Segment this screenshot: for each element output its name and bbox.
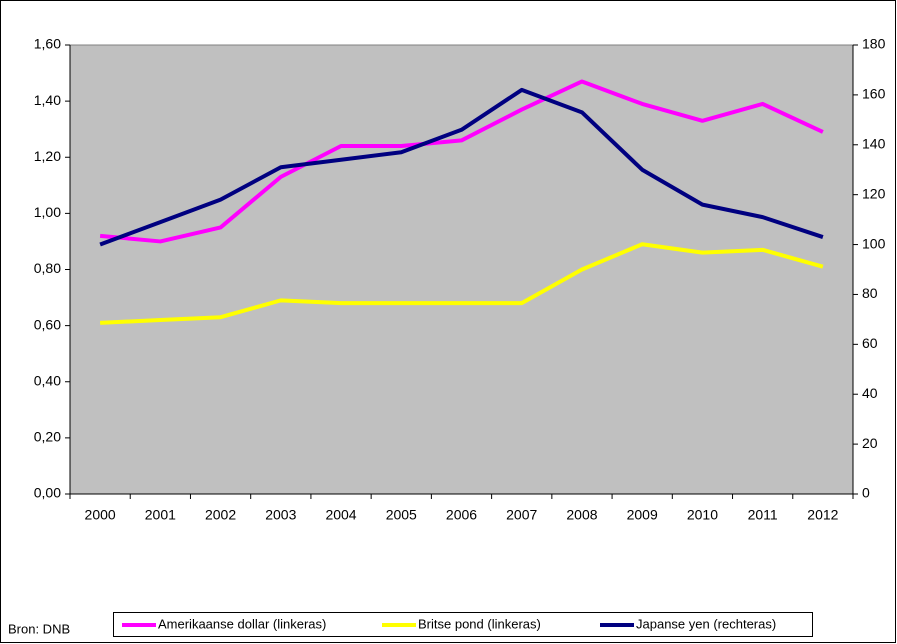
x-tick-label: 2000 [85,507,116,523]
source: Bron: DNB [8,621,70,636]
x-tick-label: 2011 [748,507,778,523]
x-tick-label: 2006 [446,507,477,523]
y-tick-label: 0,40 [34,372,61,388]
y2-tick-label: 140 [862,135,886,151]
y-tick-label: 1,00 [34,204,61,220]
x-tick-label: 2001 [145,507,176,523]
x-tick-label: 2007 [506,507,537,523]
x-tick-label: 2012 [807,507,838,523]
legend-label: Britse pond (linkeras) [418,616,541,631]
x-tick-label: 2009 [627,507,658,523]
y-tick-label: 0,60 [34,316,61,332]
y-tick-label: 0,80 [34,260,61,276]
y-tick-label: 1,60 [34,36,61,52]
x-tick-label: 2004 [325,507,356,523]
series-line [100,242,824,325]
series-line [99,79,824,244]
legend-label: Japanse yen (rechteras) [636,616,776,631]
x-tick-label: 2008 [566,507,597,523]
y2-tick-label: 160 [862,86,886,102]
y-tick-label: 1,20 [34,148,61,164]
y2-tick-label: 0 [862,485,870,501]
y-tick-label: 0,20 [34,429,61,445]
y-tick-label: 0,00 [34,485,61,501]
series-line [99,87,824,247]
y2-tick-label: 20 [862,435,878,451]
y2-tick-label: 120 [862,185,886,201]
x-tick-label: 2002 [205,507,236,523]
y2-tick-label: 40 [862,385,878,401]
y2-tick-label: 180 [862,36,886,52]
plot-area [69,44,854,495]
legend-label: Amerikaanse dollar (linkeras) [158,616,326,631]
legend-box [113,612,813,637]
y2-tick-label: 100 [862,235,886,251]
x-tick-label: 2005 [386,507,417,523]
x-tick-label: 2003 [265,507,296,523]
y2-tick-label: 80 [862,285,878,301]
y2-tick-label: 60 [862,335,878,351]
y-tick-label: 1,40 [34,92,61,108]
x-tick-label: 2010 [687,507,718,523]
